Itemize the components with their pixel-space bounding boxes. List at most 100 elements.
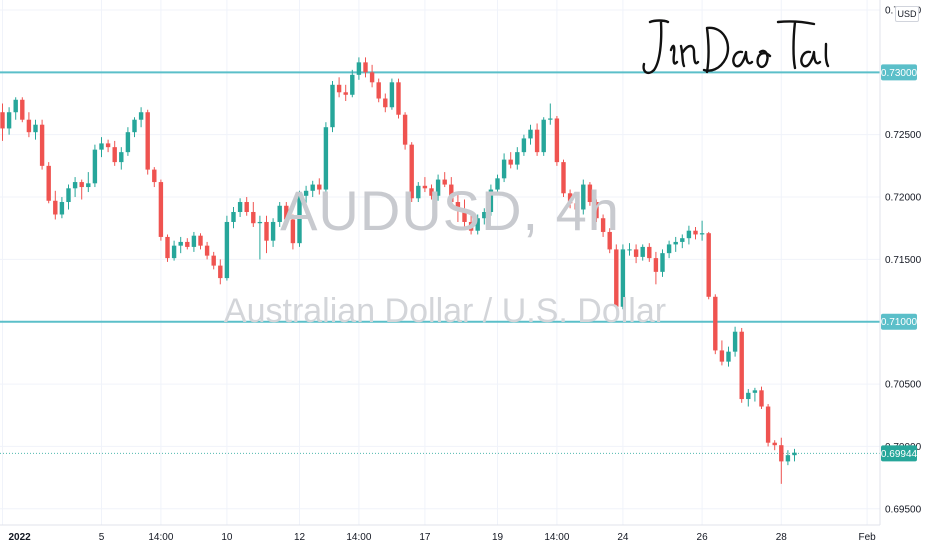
candle-body	[284, 205, 289, 220]
candle-body	[237, 202, 243, 212]
candle-body	[356, 62, 362, 75]
candle-body	[72, 182, 78, 189]
last-price-tag	[881, 445, 917, 462]
description-watermark: Australian Dollar / U.S. Dollar	[223, 292, 667, 330]
candle-body	[26, 119, 32, 133]
candle-body	[59, 202, 65, 215]
candle-body	[290, 219, 296, 244]
candle-body	[772, 442, 777, 446]
candle-body	[336, 84, 342, 93]
candle-body	[132, 119, 137, 133]
candle-body	[482, 211, 487, 219]
candle-body	[402, 114, 408, 145]
currency-badge[interactable]: USD	[895, 6, 919, 22]
candle-body	[409, 144, 414, 199]
x-tick-label: 14:00	[544, 532, 569, 543]
candle-body	[607, 231, 612, 250]
candle-body	[739, 331, 744, 400]
candle-body	[310, 184, 315, 191]
x-tick-label: Feb	[858, 532, 876, 543]
candle-body	[653, 258, 659, 272]
candle-body	[343, 92, 348, 95]
candle-body	[455, 202, 461, 210]
candle-body	[732, 331, 738, 352]
candle-body	[13, 99, 18, 113]
candle-body	[303, 190, 309, 196]
time-axis[interactable]: 2022 5 14:00 10 12 14:00 17 19 14:00 24 26 28 Feb	[9, 532, 877, 543]
candle-body	[581, 184, 586, 210]
candle-body	[389, 82, 395, 108]
candle-body	[587, 184, 593, 203]
candle-body	[125, 132, 131, 153]
candle-body	[666, 244, 672, 254]
candle-body	[257, 221, 263, 224]
candle-body	[264, 221, 269, 241]
candle-body	[79, 182, 84, 188]
candle-body	[488, 189, 494, 212]
candle-body	[660, 253, 665, 272]
level-price-tag-label: 0.73000	[881, 68, 918, 79]
candle-body	[561, 162, 566, 194]
candle-body	[495, 178, 500, 190]
grid	[0, 0, 880, 525]
candle-body	[759, 390, 764, 407]
candle-body	[422, 185, 428, 189]
candle-body	[548, 118, 553, 120]
candle-body	[713, 296, 718, 351]
y-tick-label: 0.70500	[885, 380, 922, 391]
candle-body	[198, 235, 203, 246]
candle-body	[211, 255, 216, 266]
candle-body	[152, 169, 157, 183]
candle-body	[204, 245, 210, 256]
candle-body	[251, 211, 256, 224]
y-tick-label: 0.72500	[885, 130, 922, 141]
candle-body	[429, 188, 434, 196]
candle-body	[534, 129, 540, 153]
candle-body	[620, 249, 626, 307]
candle-body	[105, 143, 111, 148]
x-tick-label: 12	[294, 532, 306, 543]
candle-body	[396, 82, 401, 115]
horizontal-lines[interactable]	[0, 71, 880, 454]
candle-body	[765, 406, 771, 443]
candle-body	[363, 62, 368, 73]
x-tick-label: 26	[697, 532, 709, 543]
candle-body	[706, 233, 711, 297]
candle-body	[699, 233, 705, 235]
candle-body	[594, 202, 599, 219]
candle-body	[508, 159, 513, 165]
x-tick-label: 19	[492, 532, 504, 543]
level-price-tag-label: 0.71000	[881, 317, 918, 328]
candle-body	[171, 245, 177, 259]
candle-body	[501, 159, 507, 179]
candle-body	[323, 127, 329, 190]
candle-body	[330, 84, 335, 128]
candle-body	[449, 184, 454, 203]
candle-body	[119, 152, 124, 163]
candle-body	[244, 202, 249, 212]
candle-body	[165, 236, 170, 259]
candle-body	[528, 129, 533, 139]
candle-body	[185, 241, 190, 247]
candle-body	[719, 350, 725, 362]
candle-body	[574, 203, 579, 210]
x-tick-label: 5	[99, 532, 105, 543]
candle-body	[317, 184, 322, 190]
candle-body	[468, 221, 474, 231]
candle-body	[614, 249, 619, 307]
candle-body	[462, 209, 467, 222]
candle-body	[66, 188, 71, 203]
candle-body	[46, 165, 51, 201]
candle-body	[191, 235, 197, 247]
signature-logo	[642, 19, 830, 75]
candle-body	[785, 455, 791, 462]
candle-body	[680, 238, 685, 242]
candle-body	[376, 82, 381, 99]
x-tick-label: 14:00	[346, 532, 371, 543]
candle-body	[218, 265, 223, 279]
y-tick-label: 0.71500	[885, 255, 922, 266]
candle-body	[86, 183, 91, 188]
candle-body	[521, 138, 527, 153]
